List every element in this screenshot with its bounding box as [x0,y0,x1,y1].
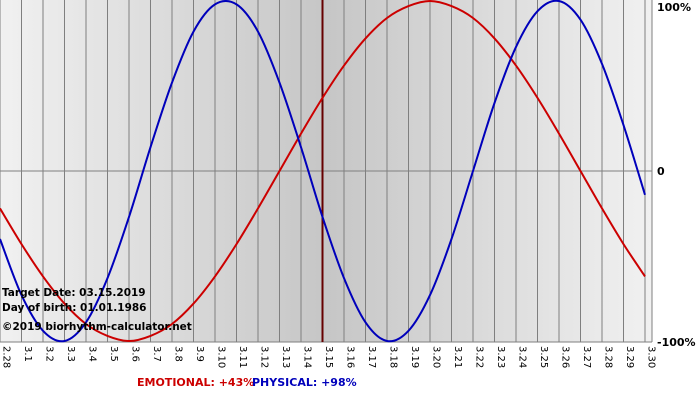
x-tick-label: 3.14 [302,346,313,368]
x-tick-label: 3.29 [624,346,635,368]
x-tick-label: 3.16 [345,346,356,368]
x-tick-label: 3.23 [495,346,506,368]
copyright-text: ©2019 biorhythm-calculator.net [2,321,192,333]
x-tick-label: 3.20 [431,346,442,368]
y-tick-label: 0 [657,165,665,178]
birth-date-text: Day of birth: 01.01.1986 [2,302,146,314]
x-tick-label: 3.1 [22,346,33,362]
physical-legend: PHYSICAL: +98% [252,376,357,389]
legend: EMOTIONAL: +43% PHYSICAL: +98% [137,376,357,389]
series-lines [0,0,646,343]
x-tick-label: 3.5 [108,346,119,362]
x-tick-label: 3.27 [581,346,592,368]
x-tick-label: 3.6 [130,346,141,362]
y-tick-label: 100% [657,1,691,14]
x-tick-label: 3.28 [603,346,614,368]
x-tick-label: 3.11 [237,346,248,368]
emotional-series-line [0,0,646,343]
x-tick-label: 3.25 [538,346,549,368]
x-tick-label: 3.8 [173,346,184,362]
x-tick-label: 3.22 [474,346,485,368]
x-tick-label: 3.24 [517,346,528,368]
x-tick-label: 3.3 [65,346,76,362]
target-date-text: Target Date: 03.15.2019 [2,287,146,299]
x-tick-label: 3.9 [194,346,205,362]
x-tick-label: 3.12 [259,346,270,368]
x-axis-labels: 2.28 3.1 3.2 3.3 3.4 3.5 3.6 3.7 3.8 3.9 3.10 3.11 3… [1,346,657,368]
x-tick-label: 3.15 [323,346,334,368]
x-tick-label: 3.19 [409,346,420,368]
info-block: Target Date: 03.15.2019 Day of birth: 01… [2,287,192,333]
x-tick-label: 2.28 [1,346,12,368]
x-tick-label: 3.7 [151,346,162,362]
x-tick-label: 3.21 [452,346,463,368]
x-tick-label: 3.13 [280,346,291,368]
x-tick-label: 3.10 [216,346,227,368]
x-tick-label: 3.17 [366,346,377,368]
y-axis-labels: 100% 0 -100% [657,1,696,349]
x-tick-label: 3.26 [560,346,571,368]
x-tick-label: 3.18 [388,346,399,368]
x-tick-label: 3.4 [87,346,98,362]
emotional-legend: EMOTIONAL: +43% [137,376,254,389]
x-tick-label: 3.30 [646,346,657,368]
y-tick-label: -100% [657,336,696,349]
x-tick-label: 3.2 [44,346,55,362]
physical-series-line [0,0,646,343]
